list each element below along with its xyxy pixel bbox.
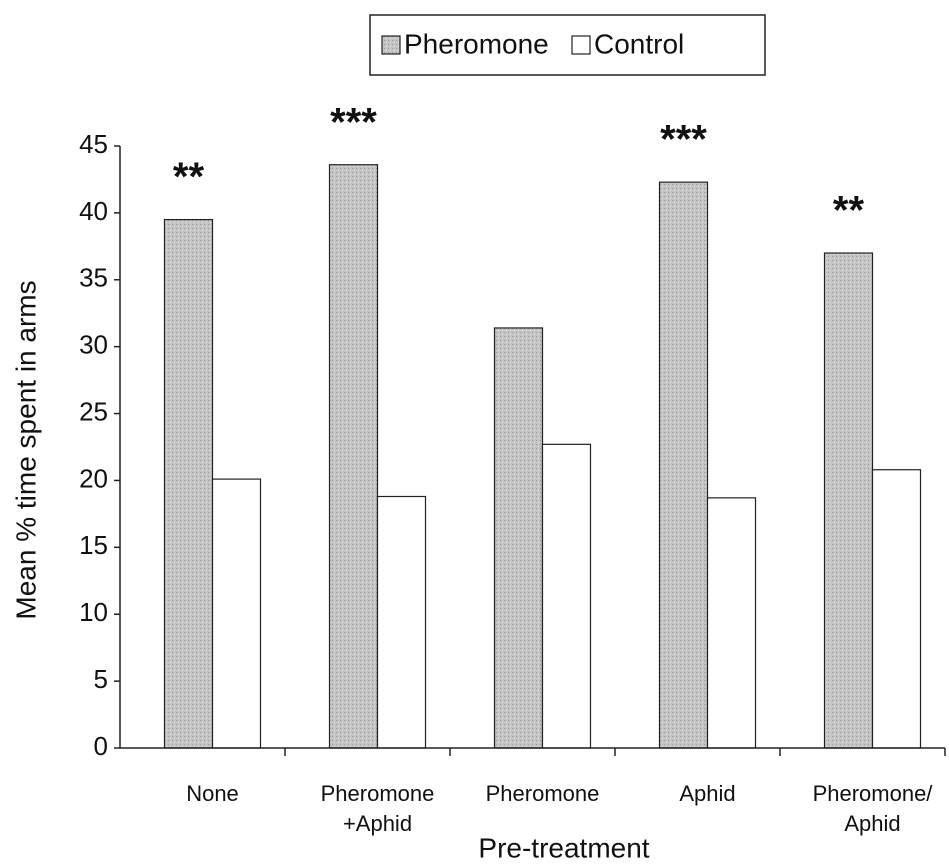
y-tick-label: 5 (94, 664, 108, 694)
y-tick-label: 20 (79, 463, 108, 493)
bar (658, 181, 709, 749)
y-axis-title: Mean % time spent in arms (10, 280, 41, 619)
legend-label: Control (594, 28, 684, 59)
bar (163, 218, 214, 749)
legend-box (369, 14, 766, 76)
y-tick-label: 10 (79, 597, 108, 627)
legend-swatch (571, 35, 591, 55)
bar (823, 252, 874, 749)
bar (541, 443, 592, 749)
x-tick-label: Pheromone +Aphid (321, 781, 435, 836)
bar (706, 497, 757, 749)
y-tick-label: 25 (79, 396, 108, 426)
significance-label: ** (833, 189, 865, 233)
bar (211, 478, 262, 749)
bar (493, 327, 544, 749)
x-tick-label: None (186, 781, 239, 806)
x-axis-title: Pre-treatment (478, 832, 649, 863)
bar (871, 469, 922, 749)
legend-label: Pheromone (404, 28, 549, 59)
x-tick-label: Pheromone (486, 781, 600, 806)
y-tick-label: 35 (79, 263, 108, 293)
x-tick-label: Pheromone/Aphid (813, 781, 934, 836)
significance-label: *** (330, 100, 377, 144)
significance-label: *** (660, 118, 707, 162)
bar (328, 164, 379, 749)
y-tick-label: 45 (79, 129, 108, 159)
x-tick-label: Aphid (679, 781, 735, 806)
y-tick-label: 30 (79, 330, 108, 360)
legend-swatch (381, 35, 401, 55)
bar (376, 495, 427, 749)
y-tick-label: 40 (79, 196, 108, 226)
y-tick-label: 15 (79, 530, 108, 560)
y-tick-label: 0 (94, 731, 108, 761)
significance-label: ** (173, 155, 205, 199)
